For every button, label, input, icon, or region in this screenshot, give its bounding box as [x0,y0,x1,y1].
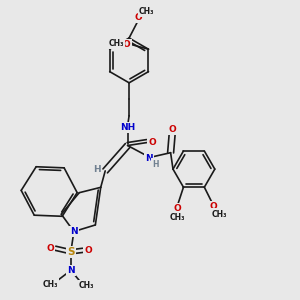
Text: CH₃: CH₃ [139,7,154,16]
Text: O: O [46,244,54,253]
Text: O: O [84,246,92,255]
Text: O: O [168,125,176,134]
Text: H: H [93,165,101,174]
Text: CH₃: CH₃ [212,210,228,219]
Text: H: H [152,160,159,169]
Text: CH₃: CH₃ [79,281,94,290]
Text: NH: NH [120,123,135,132]
Text: N: N [67,266,75,275]
Text: CH₃: CH₃ [170,213,185,222]
Text: O: O [135,13,142,22]
Text: CH₃: CH₃ [43,280,58,289]
Text: S: S [67,247,75,257]
Text: O: O [209,202,217,211]
Text: O: O [174,204,181,213]
Text: N: N [145,154,153,163]
Text: CH₃: CH₃ [109,39,124,48]
Text: O: O [148,138,156,147]
Text: O: O [123,40,130,49]
Text: N: N [70,227,78,236]
